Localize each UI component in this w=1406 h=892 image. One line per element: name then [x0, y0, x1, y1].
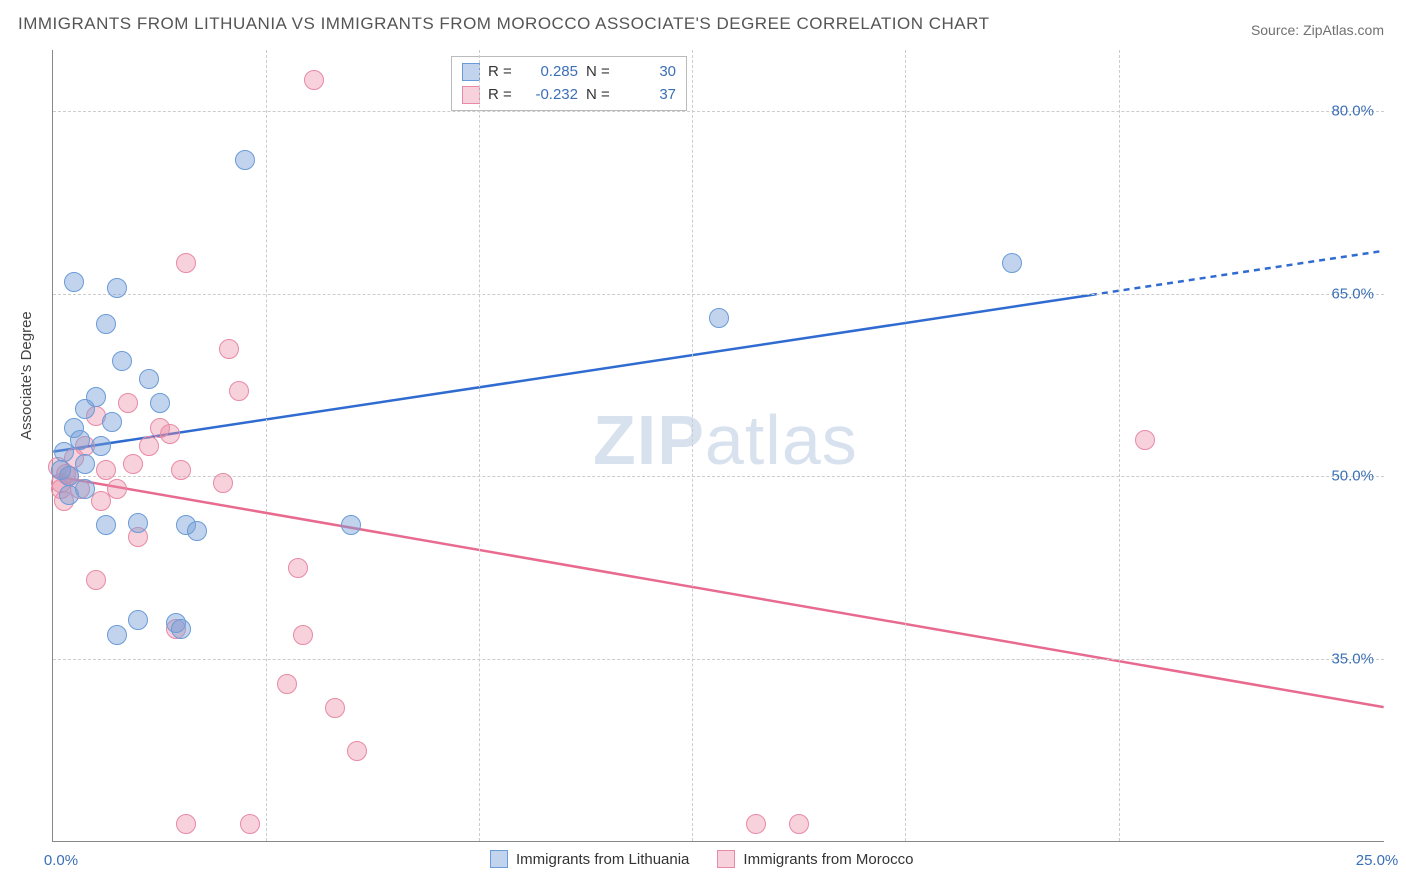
data-point-lithuania [235, 150, 255, 170]
data-point-morocco [1135, 430, 1155, 450]
data-point-morocco [123, 454, 143, 474]
data-point-lithuania [70, 430, 90, 450]
data-point-morocco [293, 625, 313, 645]
data-point-morocco [171, 460, 191, 480]
data-point-morocco [229, 381, 249, 401]
legend-item: Immigrants from Lithuania [490, 850, 689, 868]
data-point-morocco [219, 339, 239, 359]
gridline-vertical [905, 50, 906, 841]
data-point-morocco [139, 436, 159, 456]
data-point-lithuania [187, 521, 207, 541]
n-label: N = [586, 84, 616, 107]
data-point-lithuania [128, 610, 148, 630]
legend-item: Immigrants from Morocco [717, 850, 913, 868]
data-point-lithuania [128, 513, 148, 533]
y-tick-label: 50.0% [1331, 468, 1374, 485]
gridline-horizontal [53, 294, 1384, 295]
x-tick-label: 25.0% [1356, 852, 1399, 869]
data-point-lithuania [51, 460, 71, 480]
gridline-vertical [1119, 50, 1120, 841]
data-point-lithuania [86, 387, 106, 407]
data-point-lithuania [96, 314, 116, 334]
gridline-horizontal [53, 111, 1384, 112]
data-point-morocco [213, 473, 233, 493]
y-tick-label: 65.0% [1331, 285, 1374, 302]
data-point-morocco [304, 70, 324, 90]
source-attribution: Source: ZipAtlas.com [1251, 22, 1384, 38]
data-point-morocco [96, 460, 116, 480]
data-point-lithuania [112, 351, 132, 371]
y-tick-label: 80.0% [1331, 102, 1374, 119]
gridline-vertical [479, 50, 480, 841]
legend-stats-row: R = -0.232 N = 37 [462, 84, 676, 107]
legend-series: Immigrants from Lithuania Immigrants fro… [490, 850, 913, 868]
data-point-lithuania [75, 479, 95, 499]
data-point-lithuania [139, 369, 159, 389]
r-label: R = [488, 61, 518, 84]
legend-swatch-a [462, 63, 480, 81]
watermark-bold: ZIP [593, 401, 705, 479]
r-label: R = [488, 84, 518, 107]
n-value: 37 [624, 84, 676, 107]
r-value: 0.285 [526, 61, 578, 84]
data-point-morocco [746, 814, 766, 834]
data-point-morocco [325, 698, 345, 718]
data-point-lithuania [91, 436, 111, 456]
n-value: 30 [624, 61, 676, 84]
data-point-morocco [107, 479, 127, 499]
data-point-morocco [176, 814, 196, 834]
r-value: -0.232 [526, 84, 578, 107]
watermark-rest: atlas [705, 401, 858, 479]
plot-area: ZIPatlas R = 0.285 N = 30 R = -0.232 N =… [52, 50, 1384, 842]
legend-swatch-b [462, 86, 480, 104]
y-axis-label: Associate's Degree [18, 311, 35, 440]
chart-title: IMMIGRANTS FROM LITHUANIA VS IMMIGRANTS … [18, 14, 990, 34]
data-point-lithuania [107, 625, 127, 645]
data-point-lithuania [1002, 253, 1022, 273]
data-point-morocco [118, 393, 138, 413]
data-point-lithuania [150, 393, 170, 413]
legend-label: Immigrants from Morocco [743, 851, 913, 868]
data-point-morocco [288, 558, 308, 578]
legend-swatch-a [490, 850, 508, 868]
data-point-lithuania [64, 272, 84, 292]
data-point-lithuania [102, 412, 122, 432]
legend-stats: R = 0.285 N = 30 R = -0.232 N = 37 [451, 56, 687, 111]
data-point-lithuania [107, 278, 127, 298]
data-point-lithuania [341, 515, 361, 535]
data-point-morocco [347, 741, 367, 761]
gridline-vertical [266, 50, 267, 841]
y-tick-label: 35.0% [1331, 651, 1374, 668]
data-point-morocco [277, 674, 297, 694]
n-label: N = [586, 61, 616, 84]
data-point-morocco [240, 814, 260, 834]
gridline-horizontal [53, 476, 1384, 477]
data-point-morocco [789, 814, 809, 834]
legend-label: Immigrants from Lithuania [516, 851, 689, 868]
watermark: ZIPatlas [593, 400, 858, 480]
data-point-morocco [176, 253, 196, 273]
gridline-vertical [692, 50, 693, 841]
data-point-morocco [150, 418, 170, 438]
data-point-lithuania [171, 619, 191, 639]
data-point-lithuania [96, 515, 116, 535]
regression-lines [53, 50, 1384, 841]
data-point-lithuania [709, 308, 729, 328]
legend-swatch-b [717, 850, 735, 868]
legend-stats-row: R = 0.285 N = 30 [462, 61, 676, 84]
data-point-morocco [86, 570, 106, 590]
gridline-horizontal [53, 659, 1384, 660]
x-tick-label: 0.0% [44, 852, 78, 869]
